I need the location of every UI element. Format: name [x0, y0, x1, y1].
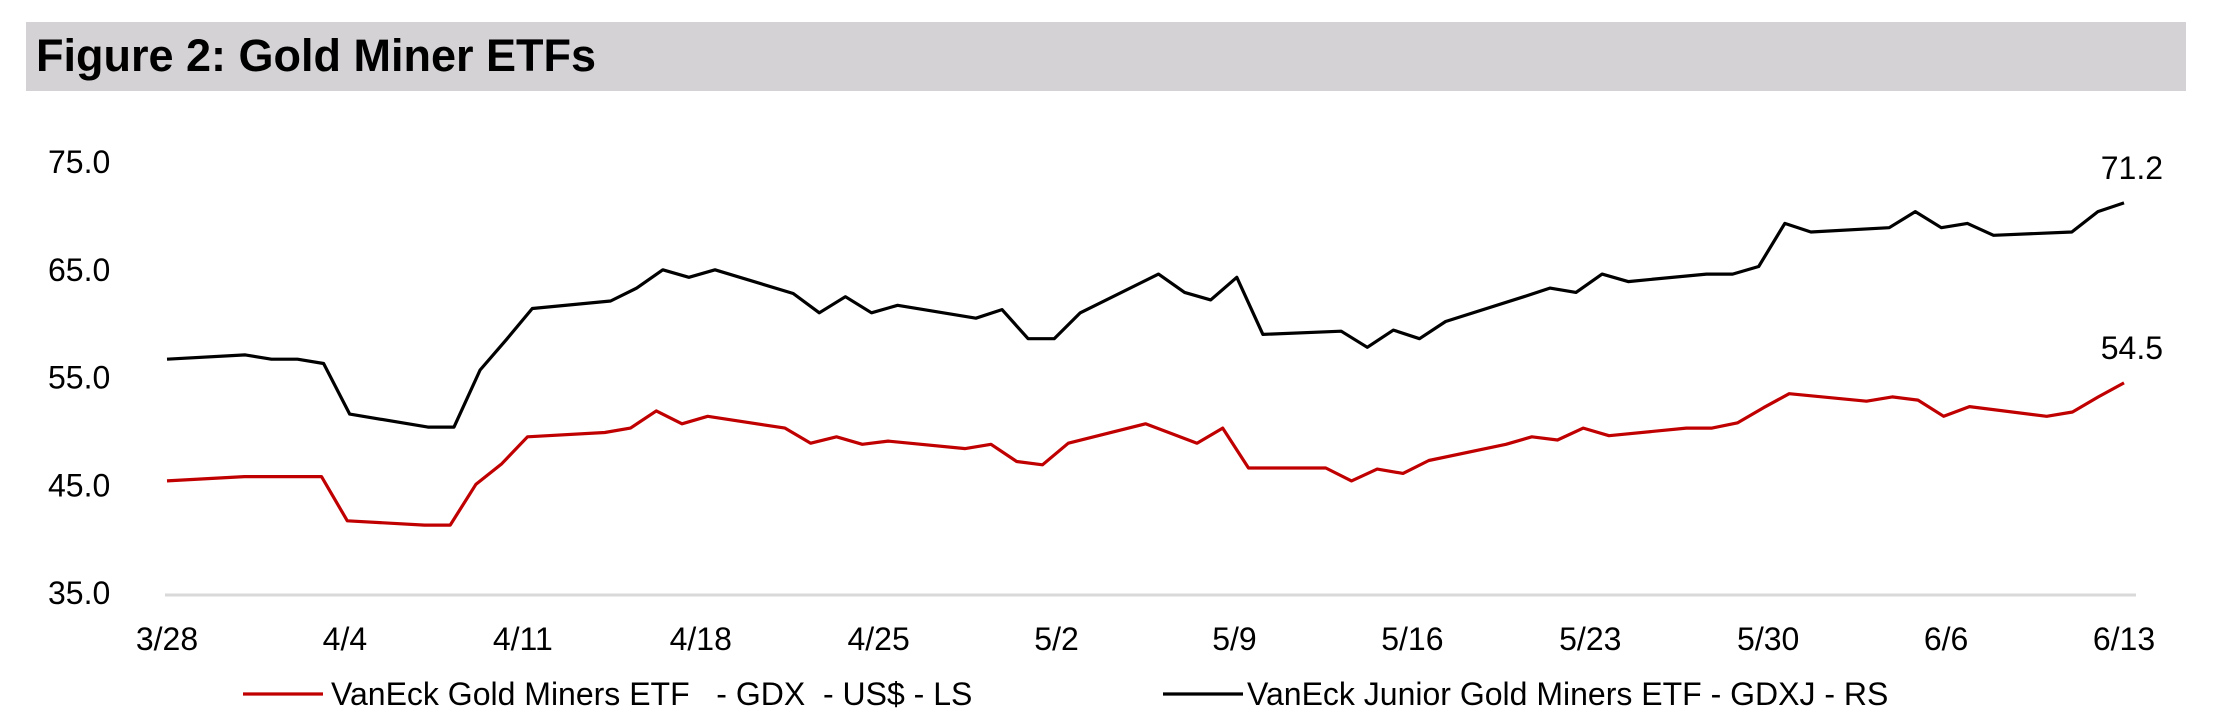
legend-label-gdxj: VanEck Junior Gold Miners ETF - GDXJ - R…: [1247, 676, 1888, 712]
x-tick-label: 6/6: [1924, 621, 1968, 657]
series-end-labels: 54.5 71.2: [2101, 150, 2163, 366]
x-tick-label: 4/25: [847, 621, 909, 657]
series-lines: [166, 201, 2125, 527]
legend-label-gdx: VanEck Gold Miners ETF - GDX - US$ - LS: [331, 676, 972, 712]
x-tick-label: 4/18: [670, 621, 732, 657]
x-tick-label: 5/30: [1737, 621, 1799, 657]
end-label-gdx: 54.5: [2101, 330, 2163, 366]
x-tick-label: 3/28: [136, 621, 198, 657]
x-tick-label: 4/11: [493, 621, 553, 657]
chart-title-bar: Figure 2: Gold Miner ETFs: [26, 22, 2186, 91]
series-line-gdxj: [166, 201, 2125, 429]
y-tick-label: 45.0: [48, 467, 110, 503]
series-line-gdx: [166, 381, 2125, 527]
y-tick-label: 55.0: [48, 360, 110, 396]
x-tick-label: 5/9: [1212, 621, 1256, 657]
y-tick-label: 35.0: [48, 575, 110, 611]
x-axis-tick-labels: 3/28 4/4 4/11 4/18 4/25 5/2 5/9 5/16 5/23 5/30 6/6…: [136, 621, 2155, 657]
y-tick-label: 75.0: [48, 144, 110, 180]
x-tick-label: 6/13: [2093, 621, 2155, 657]
chart-legend: VanEck Gold Miners ETF - GDX - US$ - LS V…: [243, 676, 1888, 712]
x-tick-label: 5/23: [1559, 621, 1621, 657]
y-axis-tick-labels: 75.0 65.0 55.0 45.0 35.0: [48, 144, 110, 611]
end-label-gdxj: 71.2: [2101, 150, 2163, 186]
x-tick-label: 5/2: [1034, 621, 1078, 657]
chart-title: Figure 2: Gold Miner ETFs: [36, 30, 597, 81]
y-tick-label: 65.0: [48, 252, 110, 288]
x-tick-label: 5/16: [1381, 621, 1443, 657]
x-tick-label: 4/4: [323, 621, 367, 657]
